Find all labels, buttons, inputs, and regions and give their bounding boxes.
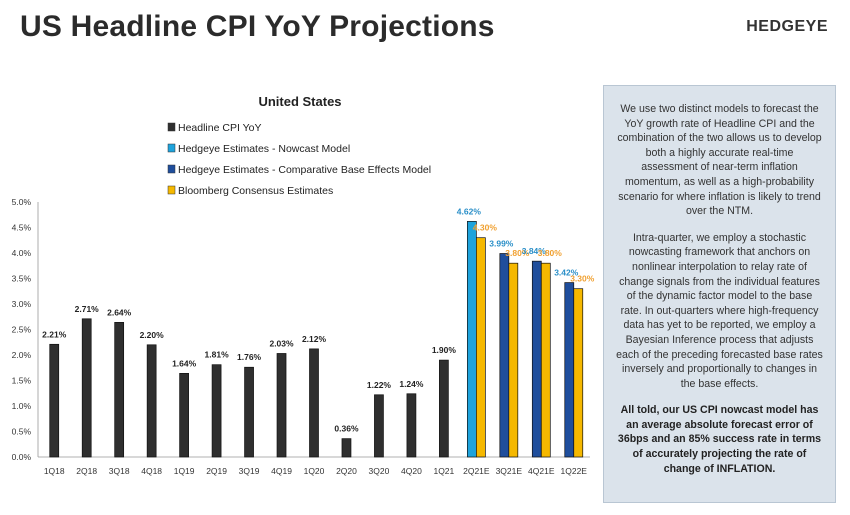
legend-label: Bloomberg Consensus Estimates — [178, 185, 333, 197]
legend-label: Hedgeye Estimates - Nowcast Model — [178, 143, 350, 155]
page-title: US Headline CPI YoY Projections — [20, 10, 495, 43]
y-tick-label: 4.0% — [12, 248, 32, 258]
bar — [573, 288, 584, 458]
methodology-paragraph-1: We use two distinct models to forecast t… — [617, 103, 822, 218]
x-tick-label: 4Q21E — [528, 466, 555, 476]
data-label: 2.12% — [302, 334, 327, 344]
bar — [81, 318, 92, 458]
bar — [341, 438, 352, 458]
bar — [508, 262, 519, 458]
data-label: 1.24% — [399, 379, 424, 389]
y-tick-label: 2.5% — [12, 325, 32, 335]
y-tick-label: 3.0% — [12, 299, 32, 309]
legend-swatch — [167, 185, 176, 195]
x-tick-label: 3Q21E — [496, 466, 523, 476]
x-tick-label: 3Q18 — [109, 466, 130, 476]
y-tick-label: 5.0% — [12, 197, 32, 207]
legend-swatch — [167, 164, 176, 174]
data-label: 3.99% — [489, 239, 514, 249]
bar — [439, 359, 449, 458]
bar — [309, 348, 319, 458]
x-tick-label: 1Q21 — [433, 466, 454, 476]
chart-title: United States — [258, 94, 341, 109]
x-tick-label: 2Q19 — [206, 466, 227, 476]
x-tick-label: 1Q22E — [561, 466, 588, 476]
data-label: 2.71% — [75, 304, 100, 314]
data-label: 0.36% — [334, 424, 359, 434]
data-label: 1.90% — [432, 345, 457, 355]
data-label: 1.22% — [367, 380, 392, 390]
legend-swatch — [167, 122, 176, 132]
x-tick-label: 4Q18 — [141, 466, 162, 476]
y-tick-label: 0.5% — [12, 427, 32, 437]
data-label: 3.80% — [538, 248, 563, 258]
bar — [179, 373, 189, 458]
bar — [467, 221, 477, 458]
x-tick-label: 4Q20 — [401, 466, 422, 476]
data-label: 3.84% — [522, 246, 547, 256]
bar — [211, 364, 222, 458]
x-tick-label: 1Q18 — [44, 466, 65, 476]
x-tick-label: 1Q20 — [304, 466, 325, 476]
y-tick-label: 0.0% — [12, 452, 32, 462]
methodology-panel: We use two distinct models to forecast t… — [603, 85, 836, 503]
bar — [540, 262, 551, 458]
methodology-paragraph-2: Intra-quarter, we employ a stochastic no… — [616, 231, 823, 390]
data-label: 2.20% — [140, 330, 165, 340]
legend-swatch — [167, 143, 176, 153]
bar — [406, 393, 417, 458]
y-tick-label: 3.5% — [12, 274, 32, 284]
x-tick-label: 1Q19 — [174, 466, 195, 476]
legend-label: Headline CPI YoY — [178, 122, 261, 134]
y-tick-label: 1.0% — [12, 401, 32, 411]
bar — [499, 253, 510, 458]
x-tick-label: 3Q20 — [369, 466, 390, 476]
bar — [476, 237, 486, 458]
data-label: 4.30% — [473, 223, 498, 233]
data-label: 3.30% — [570, 274, 595, 284]
data-label: 1.81% — [205, 350, 230, 360]
x-tick-label: 4Q19 — [271, 466, 292, 476]
y-tick-label: 2.0% — [12, 350, 32, 360]
bar — [531, 260, 542, 458]
bar — [114, 322, 125, 458]
y-tick-label: 4.5% — [12, 223, 32, 233]
bar — [374, 394, 384, 458]
data-label: 4.62% — [457, 206, 482, 216]
bar — [146, 344, 157, 458]
x-tick-label: 2Q21E — [463, 466, 490, 476]
data-label: 3.80% — [505, 248, 530, 258]
x-tick-label: 2Q18 — [76, 466, 97, 476]
cpi-bar-chart: United States Headline CPI YoY Hedgeye Est… — [12, 94, 595, 476]
data-label: 1.64% — [172, 358, 197, 368]
bar — [564, 282, 575, 458]
brand-logo: HEDGEYE — [746, 18, 828, 35]
bar — [49, 343, 60, 458]
data-label: 3.42% — [554, 268, 579, 278]
data-label: 2.64% — [107, 307, 132, 317]
methodology-summary: All told, our US CPI nowcast model has a… — [617, 404, 822, 475]
x-tick-label: 2Q20 — [336, 466, 357, 476]
data-label: 1.76% — [237, 352, 262, 362]
bar — [244, 366, 254, 458]
legend-label: Hedgeye Estimates - Comparative Base Eff… — [178, 164, 431, 176]
data-label: 2.21% — [42, 329, 67, 339]
data-label: 2.03% — [269, 338, 294, 348]
bar — [276, 353, 287, 458]
x-tick-label: 3Q19 — [239, 466, 260, 476]
y-tick-label: 1.5% — [12, 376, 32, 386]
